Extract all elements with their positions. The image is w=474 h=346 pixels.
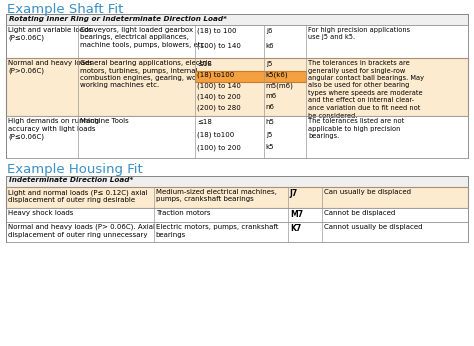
Text: General bearing applications, electric
motors, turbines, pumps, internal
combust: General bearing applications, electric m… — [80, 60, 211, 89]
Text: (100) to 200: (100) to 200 — [197, 144, 241, 151]
Text: (100) to 140: (100) to 140 — [197, 83, 241, 89]
Bar — [6, 187, 468, 208]
Text: k5: k5 — [266, 144, 274, 150]
Text: (18) to100: (18) to100 — [197, 72, 235, 78]
Text: Light and variable loads
(P≤0.06C): Light and variable loads (P≤0.06C) — [8, 27, 92, 41]
Text: Machine Tools: Machine Tools — [80, 118, 128, 124]
Text: Conveyors, light loaded gearbox
bearings, electrical appliances,
machine tools, : Conveyors, light loaded gearbox bearings… — [80, 27, 206, 48]
Text: k5(k6): k5(k6) — [266, 72, 288, 78]
Text: Indeterminate Direction Load*: Indeterminate Direction Load* — [9, 177, 133, 183]
Text: Traction motors: Traction motors — [156, 210, 210, 216]
Text: Example Shaft Fit: Example Shaft Fit — [7, 3, 123, 16]
Text: j5: j5 — [266, 132, 272, 138]
Text: The tolerances in brackets are
generally used for single-row
angular contact bal: The tolerances in brackets are generally… — [308, 60, 424, 118]
Text: J7: J7 — [290, 189, 298, 198]
Bar — [6, 208, 468, 222]
Text: High demands on running
accuracy with light loads
(P≤0.06C): High demands on running accuracy with li… — [8, 118, 99, 139]
Text: ≤18: ≤18 — [197, 119, 212, 125]
Text: ≤18: ≤18 — [197, 61, 212, 67]
Bar — [195, 71, 306, 82]
Bar — [6, 222, 468, 242]
Text: Rotating Inner Ring or Indeterminate Direction Load*: Rotating Inner Ring or Indeterminate Dir… — [9, 16, 227, 21]
Text: Heavy shock loads: Heavy shock loads — [8, 210, 73, 216]
Text: (200) to 280: (200) to 280 — [197, 104, 241, 111]
Text: j5: j5 — [266, 61, 272, 67]
Text: (100) to 140: (100) to 140 — [197, 43, 241, 49]
Text: Cannot be displaced: Cannot be displaced — [325, 210, 396, 216]
Text: m5(m6): m5(m6) — [266, 83, 294, 89]
Text: Can usually be displaced: Can usually be displaced — [325, 189, 411, 195]
Text: Cannot usually be displaced: Cannot usually be displaced — [325, 224, 423, 230]
Bar — [6, 14, 468, 25]
Text: (18) to100: (18) to100 — [197, 132, 235, 138]
Text: (140) to 200: (140) to 200 — [197, 93, 241, 100]
Text: K7: K7 — [290, 224, 301, 233]
Text: n6: n6 — [266, 104, 275, 110]
Bar — [6, 25, 468, 58]
Text: For high precision applications
use j5 and k5.: For high precision applications use j5 a… — [308, 27, 410, 40]
Text: The tolerances listed are not
applicable to high precision
bearings.: The tolerances listed are not applicable… — [308, 118, 404, 139]
Text: Example Housing Fit: Example Housing Fit — [7, 163, 143, 176]
Text: Normal and heavy loads
(P>0.06C): Normal and heavy loads (P>0.06C) — [8, 60, 93, 74]
Text: j6: j6 — [266, 28, 272, 34]
Text: Normal and heavy loads (P> 0.06C). Axial
displacement of outer ring unnecessary: Normal and heavy loads (P> 0.06C). Axial… — [8, 224, 155, 238]
Text: Medium-sized electrical machines,
pumps, crankshaft bearings: Medium-sized electrical machines, pumps,… — [156, 189, 277, 202]
Bar — [6, 58, 468, 116]
Bar — [6, 116, 468, 158]
Text: k6: k6 — [266, 43, 274, 48]
Text: (18) to 100: (18) to 100 — [197, 28, 237, 35]
Text: Electric motors, pumps, crankshaft
bearings: Electric motors, pumps, crankshaft beari… — [156, 224, 278, 237]
Text: h5: h5 — [266, 119, 274, 125]
Text: M7: M7 — [290, 210, 303, 219]
Text: m6: m6 — [266, 93, 277, 99]
Bar — [6, 176, 468, 187]
Text: Light and normal loads (P≤ 0.12C) axial
displacement of outer ring desirable: Light and normal loads (P≤ 0.12C) axial … — [8, 189, 147, 203]
